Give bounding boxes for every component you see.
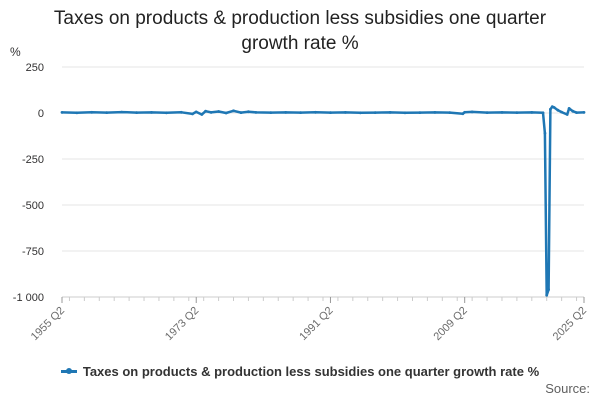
data-point[interactable] [135,111,139,114]
data-point[interactable] [515,111,519,114]
series-layer [60,105,586,297]
data-point[interactable] [567,107,571,110]
data-point[interactable] [582,111,586,114]
data-point[interactable] [448,111,452,114]
data-point[interactable] [470,110,474,114]
data-point[interactable] [105,111,109,114]
data-point[interactable] [209,111,213,114]
data-point[interactable] [373,111,377,114]
data-point[interactable] [90,110,94,114]
y-tick-label: -750 [22,246,44,258]
data-point[interactable] [329,111,332,114]
data-point[interactable] [269,111,273,114]
data-point[interactable] [543,131,547,135]
data-point[interactable] [418,111,422,114]
x-axis-ticks: 1955 Q2 1973 Q2 1991 Q2 2009 Q2 2025 Q2 [29,296,589,343]
data-point[interactable] [358,111,362,115]
y-tick-label: -500 [22,200,44,212]
x-tick-label: 2009 Q2 [431,305,469,343]
x-tick-label: 1955 Q2 [29,305,67,343]
y-tick-label: -250 [22,154,44,166]
data-point[interactable] [344,111,347,114]
y-tick-label: -1 000 [13,292,44,304]
data-point[interactable] [541,111,545,115]
data-point[interactable] [530,111,534,114]
x-tick-label: 2025 Q2 [551,305,589,343]
legend-marker-icon [60,368,77,375]
data-point[interactable] [179,110,183,114]
chart-title-line-1: Taxes on products & production less subs… [53,8,547,29]
data-point[interactable] [575,111,578,114]
chart-title-line-2: growth rate % [241,33,359,54]
data-point[interactable] [565,113,569,116]
data-point[interactable] [217,110,221,113]
data-point[interactable] [247,110,250,114]
data-point[interactable] [552,106,556,109]
legend[interactable]: Taxes on products & production less subs… [0,364,600,379]
data-point[interactable] [224,111,228,115]
data-point[interactable] [571,109,575,113]
gridlines [62,66,584,298]
data-point[interactable] [204,109,208,113]
data-point[interactable] [388,111,392,114]
data-point[interactable] [120,110,124,114]
data-point[interactable] [200,113,204,116]
data-point[interactable] [560,110,563,114]
y-axis-unit-label: % [10,45,21,59]
data-point[interactable] [254,111,258,114]
y-tick-label: 0 [38,108,44,120]
x-tick-label: 1991 Q2 [297,305,335,343]
data-point[interactable] [232,109,235,113]
data-point[interactable] [75,111,79,115]
data-point[interactable] [299,111,302,114]
legend-label: Taxes on products & production less subs… [82,364,540,379]
data-point[interactable] [314,110,317,114]
source-label: Source: [545,381,590,396]
y-axis-ticks: 250 0 -250 -500 -750 -1 000 [13,62,44,304]
chart-title: Taxes on products & production less subs… [0,6,600,56]
data-point[interactable] [194,110,198,114]
data-point[interactable] [500,111,504,114]
data-point[interactable] [60,111,64,114]
data-point[interactable] [433,111,437,114]
data-point[interactable] [556,108,560,112]
x-tick-label: 1973 Q2 [163,305,201,343]
data-point[interactable] [191,112,194,116]
data-point[interactable] [284,111,288,114]
data-point[interactable] [239,111,243,114]
data-point[interactable] [547,288,550,291]
data-point[interactable] [549,107,552,111]
series-line [61,105,585,297]
data-point[interactable] [165,111,168,115]
data-point[interactable] [545,293,549,297]
data-point[interactable] [150,111,153,114]
y-tick-label: 250 [26,62,44,74]
data-point[interactable] [403,111,407,115]
data-point[interactable] [463,110,467,114]
data-point[interactable] [485,111,489,114]
